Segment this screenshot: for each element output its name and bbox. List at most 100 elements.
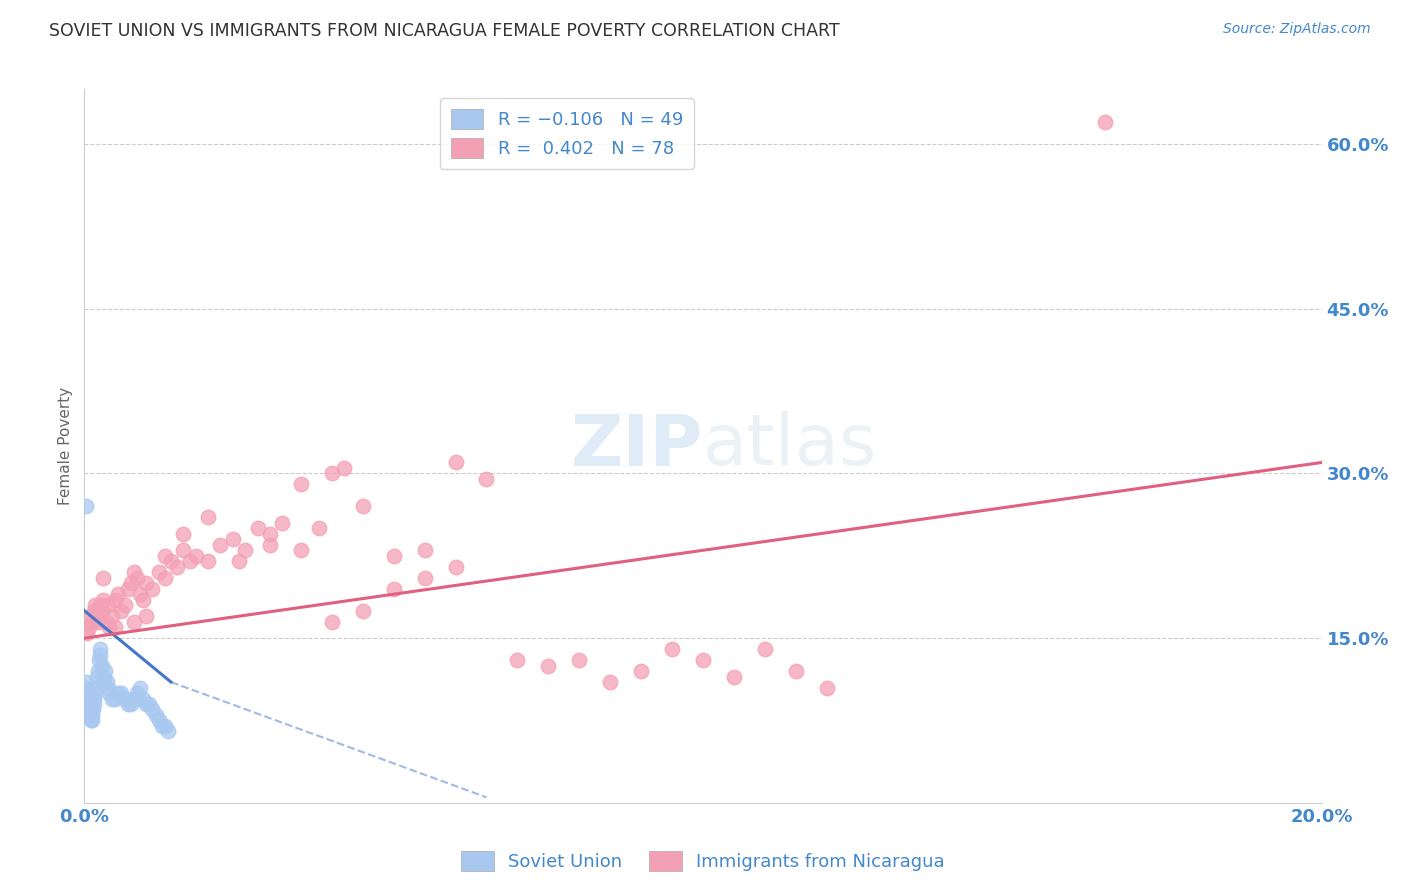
Point [209,538,232,552]
Point [84,681,107,695]
Point [79,609,101,624]
Point [79,702,101,716]
Point [117,697,139,711]
Point [444,559,467,574]
Point [568,653,591,667]
Point [90,658,112,673]
Point [321,467,343,481]
Point [104,620,127,634]
Point [83,691,105,706]
Point [79,620,101,634]
Point [87,664,110,678]
Point [333,461,356,475]
Point [723,669,745,683]
Point [80,714,103,728]
Point [83,686,105,700]
Point [120,576,142,591]
Point [89,598,111,612]
Point [141,582,163,596]
Point [107,587,129,601]
Point [246,521,269,535]
Point [166,559,188,574]
Point [122,691,145,706]
Point [153,719,176,733]
Point [91,571,114,585]
Point [321,615,343,629]
Point [90,604,112,618]
Point [80,615,103,629]
Point [153,549,176,563]
Point [125,571,148,585]
Point [444,455,467,469]
Point [75,675,97,690]
Point [89,642,111,657]
Point [97,681,120,695]
Point [352,604,374,618]
Point [76,625,98,640]
Point [117,582,139,596]
Point [76,691,98,706]
Point [156,724,179,739]
Point [815,681,838,695]
Point [382,549,405,563]
Point [148,714,170,728]
Point [125,686,148,700]
Point [91,592,114,607]
Legend: R = −0.106   N = 49, R =  0.402   N = 78: R = −0.106 N = 49, R = 0.402 N = 78 [440,98,693,169]
Text: Source: ZipAtlas.com: Source: ZipAtlas.com [1223,22,1371,37]
Point [475,472,498,486]
Point [75,681,97,695]
Point [114,691,136,706]
Point [506,653,529,667]
Point [271,516,294,530]
Point [104,691,127,706]
Point [382,582,405,596]
Point [129,587,152,601]
Point [83,697,105,711]
Point [222,533,245,547]
Point [138,697,160,711]
Point [785,664,807,678]
Point [86,609,108,624]
Y-axis label: Female Poverty: Female Poverty [58,387,73,505]
Point [79,708,101,723]
Point [179,554,201,568]
Point [172,526,194,541]
Point [75,500,97,514]
Point [148,566,170,580]
Text: atlas: atlas [703,411,877,481]
Point [89,648,111,662]
Point [94,664,117,678]
Point [91,675,114,690]
Point [135,697,157,711]
Point [83,598,105,612]
Point [259,526,281,541]
Point [135,576,157,591]
Point [160,554,183,568]
Point [122,566,145,580]
Point [413,543,436,558]
Text: ZIP: ZIP [571,411,703,481]
Point [107,686,129,700]
Point [110,686,132,700]
Point [599,675,621,690]
Point [135,609,157,624]
Point [89,653,111,667]
Point [82,702,104,716]
Point [93,669,115,683]
Point [122,615,145,629]
Point [76,686,98,700]
Point [114,598,136,612]
Point [184,549,207,563]
Point [132,592,155,607]
Point [308,521,330,535]
Point [97,598,120,612]
Point [96,675,118,690]
Point [94,615,117,629]
Point [77,691,100,706]
Point [129,681,152,695]
Point [98,620,121,634]
Point [692,653,714,667]
Point [290,477,312,491]
Point [754,642,776,657]
